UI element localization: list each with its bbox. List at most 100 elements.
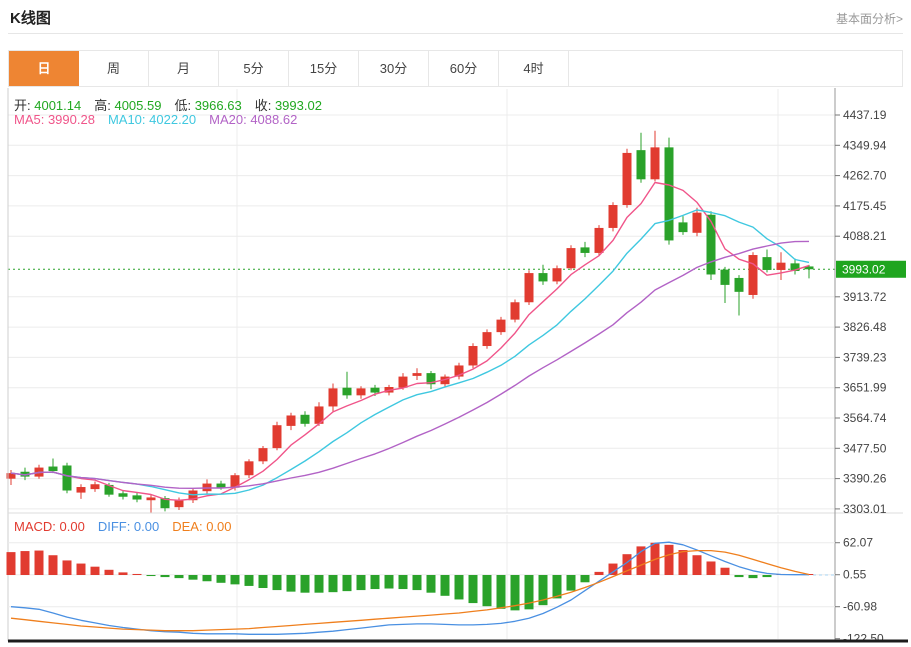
macd-bar[interactable] xyxy=(566,575,576,591)
candle-body[interactable] xyxy=(678,222,688,233)
macd-bar[interactable] xyxy=(370,575,380,590)
candle-body[interactable] xyxy=(62,465,72,491)
candle-body[interactable] xyxy=(636,150,646,180)
macd-bar[interactable] xyxy=(272,575,282,591)
candle-body[interactable] xyxy=(370,387,380,393)
candle-body[interactable] xyxy=(6,473,16,479)
macd-bar[interactable] xyxy=(48,555,58,575)
macd-bar[interactable] xyxy=(174,575,184,579)
candle-body[interactable] xyxy=(216,483,226,488)
macd-bar[interactable] xyxy=(762,575,772,578)
macd-bar[interactable] xyxy=(608,563,618,575)
candle-body[interactable] xyxy=(20,471,30,477)
candle-body[interactable] xyxy=(48,466,58,472)
macd-bar[interactable] xyxy=(482,575,492,607)
candle-body[interactable] xyxy=(300,414,310,424)
candle-body[interactable] xyxy=(496,319,506,333)
macd-bar[interactable] xyxy=(286,575,296,592)
candle-body[interactable] xyxy=(650,147,660,180)
candle-body[interactable] xyxy=(580,247,590,253)
candle-body[interactable] xyxy=(706,214,716,275)
macd-bar[interactable] xyxy=(468,575,478,604)
candle-body[interactable] xyxy=(622,152,632,206)
candle-body[interactable] xyxy=(664,147,674,241)
tab-period-8[interactable]: 4时 xyxy=(499,51,569,86)
macd-bar[interactable] xyxy=(132,573,142,575)
macd-bar[interactable] xyxy=(538,575,548,606)
macd-bar[interactable] xyxy=(510,575,520,611)
candle-body[interactable] xyxy=(482,332,492,347)
tab-period-7[interactable]: 60分 xyxy=(429,51,499,86)
candle-body[interactable] xyxy=(510,302,520,320)
bottom-scrollbar[interactable] xyxy=(8,639,908,643)
macd-bar[interactable] xyxy=(356,575,366,591)
macd-bar[interactable] xyxy=(90,566,100,575)
macd-bar[interactable] xyxy=(552,575,562,599)
candle-body[interactable] xyxy=(454,365,464,377)
candle-body[interactable] xyxy=(468,346,478,366)
macd-bar[interactable] xyxy=(342,575,352,592)
macd-bar[interactable] xyxy=(160,575,170,578)
macd-bar[interactable] xyxy=(118,572,128,575)
candle-body[interactable] xyxy=(748,255,758,295)
macd-bar[interactable] xyxy=(664,544,674,575)
tab-period-4[interactable]: 5分 xyxy=(219,51,289,86)
macd-bar[interactable] xyxy=(496,575,506,609)
macd-bar[interactable] xyxy=(230,575,240,585)
candle-body[interactable] xyxy=(776,262,786,270)
macd-bar[interactable] xyxy=(622,554,632,575)
macd-bar[interactable] xyxy=(524,575,534,610)
candle-body[interactable] xyxy=(398,376,408,388)
macd-bar[interactable] xyxy=(258,575,268,589)
macd-bar[interactable] xyxy=(426,575,436,593)
tab-period-1[interactable]: 日 xyxy=(9,51,79,86)
fundamental-analysis-link[interactable]: 基本面分析> xyxy=(835,12,903,26)
candle-body[interactable] xyxy=(76,487,86,493)
macd-bar[interactable] xyxy=(146,575,156,577)
tab-period-5[interactable]: 15分 xyxy=(289,51,359,86)
candle-body[interactable] xyxy=(328,388,338,407)
candle-body[interactable] xyxy=(272,425,282,449)
candle-body[interactable] xyxy=(566,248,576,269)
tab-period-6[interactable]: 30分 xyxy=(359,51,429,86)
candle-body[interactable] xyxy=(608,205,618,228)
macd-bar[interactable] xyxy=(748,575,758,579)
candle-body[interactable] xyxy=(342,387,352,396)
candle-body[interactable] xyxy=(132,495,142,500)
macd-bar[interactable] xyxy=(328,575,338,593)
candle-body[interactable] xyxy=(440,376,450,385)
candle-body[interactable] xyxy=(734,277,744,292)
macd-bar[interactable] xyxy=(104,569,114,575)
macd-bar[interactable] xyxy=(244,575,254,586)
macd-bar[interactable] xyxy=(34,550,44,575)
macd-bar[interactable] xyxy=(20,551,30,575)
macd-bar[interactable] xyxy=(594,571,604,575)
macd-bar[interactable] xyxy=(62,560,72,575)
macd-bar[interactable] xyxy=(720,567,730,575)
candle-body[interactable] xyxy=(356,388,366,396)
candle-body[interactable] xyxy=(230,475,240,488)
candle-body[interactable] xyxy=(594,227,604,253)
macd-bar[interactable] xyxy=(76,563,86,575)
macd-bar[interactable] xyxy=(412,575,422,591)
candle-body[interactable] xyxy=(118,493,128,497)
macd-bar[interactable] xyxy=(216,575,226,583)
macd-bar[interactable] xyxy=(188,575,198,580)
candle-body[interactable] xyxy=(426,373,436,385)
macd-bar[interactable] xyxy=(692,555,702,575)
candle-body[interactable] xyxy=(258,448,268,462)
candle-body[interactable] xyxy=(692,212,702,233)
tab-period-3[interactable]: 月 xyxy=(149,51,219,86)
macd-bar[interactable] xyxy=(384,575,394,589)
macd-bar[interactable] xyxy=(580,575,590,583)
candle-body[interactable] xyxy=(160,498,170,509)
candle-body[interactable] xyxy=(790,263,800,272)
candle-body[interactable] xyxy=(104,484,114,495)
candle-body[interactable] xyxy=(286,415,296,426)
tab-period-2[interactable]: 周 xyxy=(79,51,149,86)
candle-body[interactable] xyxy=(552,268,562,282)
candle-body[interactable] xyxy=(174,499,184,508)
candle-body[interactable] xyxy=(314,406,324,424)
macd-bar[interactable] xyxy=(678,550,688,575)
